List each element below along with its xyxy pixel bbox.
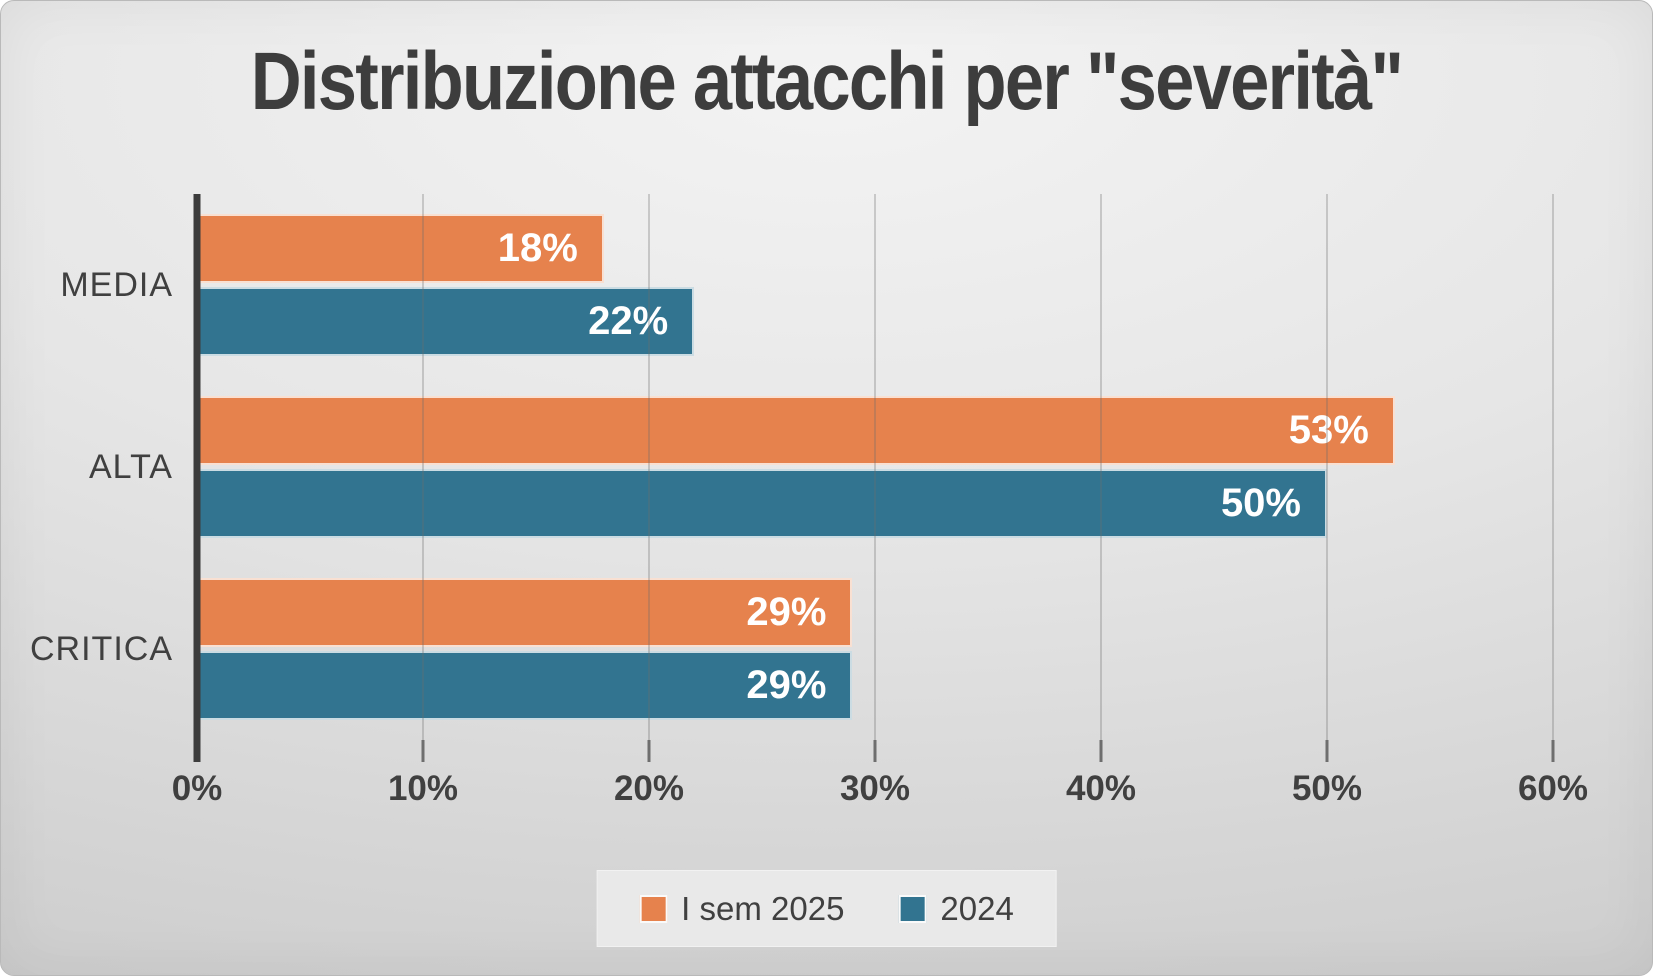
tick-label-20%: 20% (613, 769, 685, 808)
bar-group-alta: 53% 50% (197, 376, 1553, 558)
tick-mark-10% (421, 740, 425, 762)
plot-area: 18% 22% 53% 50% 29% 29% (193, 194, 1555, 762)
legend-item-2024: 2024 (898, 889, 1014, 928)
legend-label: 2024 (940, 889, 1014, 927)
y-axis-line (193, 194, 201, 740)
tick-mark-30% (873, 740, 877, 762)
bar-rows: 18% 22% 53% 50% 29% 29% (197, 194, 1553, 740)
bar-group-media: 18% 22% (197, 194, 1553, 376)
gridline-20% (648, 194, 650, 740)
category-axis: MEDIA ALTA CRITICA (1, 194, 173, 740)
bar-value-label: 50% (1220, 481, 1301, 525)
bar-2024-media: 22% (197, 287, 695, 356)
bar-i-sem-2025-critica: 29% (197, 578, 853, 647)
tick-mark-50% (1325, 740, 1329, 762)
tick-mark-40% (1099, 740, 1103, 762)
gridline-30% (874, 194, 876, 740)
tick-mark-20% (647, 740, 651, 762)
tick-label-60%: 60% (1517, 769, 1589, 808)
category-label-critica: CRITICA (30, 629, 173, 668)
legend: I sem 2025 2024 (596, 870, 1057, 947)
chart-title: Distribuzione attacchi per "severità" (250, 36, 1404, 127)
legend-swatch-2024 (898, 894, 927, 923)
gridline-10% (422, 194, 424, 740)
category-label-alta: ALTA (89, 447, 173, 486)
legend-swatch-i-sem-2025 (639, 894, 668, 923)
legend-label: I sem 2025 (681, 889, 845, 927)
x-axis-tick-labels: 0% 10% 20% 30% 40% 50% 60% (172, 769, 1588, 815)
bar-value-label: 29% (746, 590, 827, 634)
legend-item-i-sem-2025: I sem 2025 (639, 890, 844, 928)
tick-label-30%: 30% (839, 769, 911, 808)
tick-label-10%: 10% (387, 769, 459, 808)
bar-value-label: 53% (1288, 408, 1369, 452)
bar-2024-alta: 50% (197, 469, 1327, 538)
bar-group-critica: 29% 29% (197, 558, 1553, 740)
tick-label-50%: 50% (1291, 769, 1363, 808)
category-label-media: MEDIA (60, 265, 173, 304)
gridline-40% (1100, 194, 1102, 740)
bar-2024-critica: 29% (197, 651, 853, 720)
tick-label-0%: 0% (171, 769, 223, 808)
bar-value-label: 18% (497, 226, 578, 270)
bar-i-sem-2025-media: 18% (197, 214, 604, 283)
bar-value-label: 22% (588, 299, 669, 343)
tick-mark-0% (193, 740, 201, 762)
gridline-60% (1552, 194, 1554, 740)
tick-mark-60% (1551, 740, 1555, 762)
bar-i-sem-2025-alta: 53% (197, 396, 1395, 465)
bar-value-label: 29% (746, 663, 827, 707)
gridline-50% (1326, 194, 1328, 740)
tick-label-40%: 40% (1065, 769, 1137, 808)
